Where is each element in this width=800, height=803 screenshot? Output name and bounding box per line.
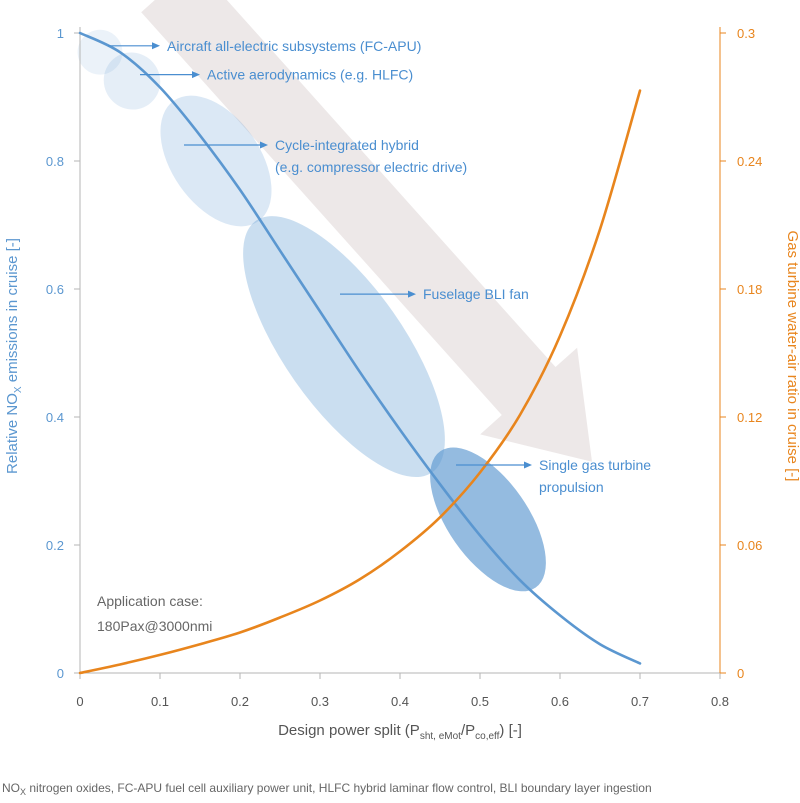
x-axis-label-main: Design power split (P bbox=[278, 722, 420, 739]
region-label-2-1: (e.g. compressor electric drive) bbox=[275, 159, 467, 175]
trend-arrow bbox=[141, 0, 592, 462]
y-left-tick-label-3: 0.6 bbox=[46, 282, 64, 297]
x-tick-label-0: 0 bbox=[76, 694, 83, 709]
trend-arrow-layer bbox=[141, 0, 592, 462]
footnote: NOX nitrogen oxides, FC-APU fuel cell au… bbox=[2, 781, 652, 797]
y-right-tick-label-3: 0.18 bbox=[737, 282, 762, 297]
x-tick-label-5: 0.5 bbox=[471, 694, 489, 709]
x-axis-label: Design power split (Psht, eMot/Pco,eff) … bbox=[278, 722, 522, 742]
region-label-4-1: propulsion bbox=[539, 479, 604, 495]
y-axis-left-label-end: emissions in cruise [-] bbox=[4, 238, 21, 386]
annotations-layer: Aircraft all-electric subsystems (FC-APU… bbox=[97, 38, 651, 634]
x-tick-label-3: 0.3 bbox=[311, 694, 329, 709]
x-axis-label-sub1: sht, eMot bbox=[420, 731, 461, 742]
x-axis-label-sub2: co,eff bbox=[475, 731, 499, 742]
x-tick-label-4: 0.4 bbox=[391, 694, 409, 709]
region-arrow-head-4 bbox=[524, 461, 532, 469]
x-tick-label-6: 0.6 bbox=[551, 694, 569, 709]
y-left-tick-label-2: 0.4 bbox=[46, 410, 64, 425]
region-label-2-0: Cycle-integrated hybrid bbox=[275, 137, 419, 153]
y-axis-left-label: Relative NOX emissions in cruise [-] bbox=[4, 238, 24, 474]
region-label-4-0: Single gas turbine bbox=[539, 457, 651, 473]
y-axis-left-label-sub: X bbox=[13, 386, 24, 393]
region-arrow-head-2 bbox=[260, 141, 268, 149]
y-right-tick-label-0: 0 bbox=[737, 666, 744, 681]
axes-layer: 0 0.1 0.2 0.3 0.4 0.5 0.6 0.7 0.8 0 0.2 0.4 0.6 0.8 1 0… bbox=[46, 26, 762, 709]
y-axis-left-label-main: Relative NO bbox=[4, 393, 21, 474]
case-annotation-0: Application case: bbox=[97, 593, 203, 609]
footnote-part-1: X bbox=[20, 787, 26, 797]
region-label-3-0: Fuselage BLI fan bbox=[423, 286, 529, 302]
y-right-tick-label-4: 0.24 bbox=[737, 154, 762, 169]
series-line-0 bbox=[78, 31, 642, 665]
region-ellipse-0 bbox=[77, 29, 123, 75]
region-arrow-head-1 bbox=[192, 71, 200, 79]
footnote-part-2: nitrogen oxides, FC-APU fuel cell auxili… bbox=[26, 781, 652, 795]
y-right-tick-label-1: 0.06 bbox=[737, 538, 762, 553]
x-axis-label-mid: /P bbox=[461, 722, 475, 739]
y-left-tick-label-1: 0.2 bbox=[46, 538, 64, 553]
x-axis-label-end: ) [-] bbox=[499, 722, 522, 739]
y-left-tick-label-0: 0 bbox=[57, 666, 64, 681]
region-ellipse-4 bbox=[430, 447, 546, 592]
y-right-tick-label-2: 0.12 bbox=[737, 410, 762, 425]
y-right-tick-label-5: 0.3 bbox=[737, 26, 755, 41]
case-annotation-1: 180Pax@3000nmi bbox=[97, 618, 212, 634]
footnote-part-0: NO bbox=[2, 781, 20, 795]
region-arrow-head-0 bbox=[152, 42, 160, 50]
x-tick-label-8: 0.8 bbox=[711, 694, 729, 709]
x-tick-label-2: 0.2 bbox=[231, 694, 249, 709]
y-axis-right-label: Gas turbine water-air ratio in cruise [-… bbox=[784, 231, 800, 482]
y-left-tick-label-4: 0.8 bbox=[46, 154, 64, 169]
series-layer bbox=[78, 31, 642, 675]
x-tick-label-1: 0.1 bbox=[151, 694, 169, 709]
region-arrow-head-3 bbox=[408, 290, 416, 298]
region-label-0-0: Aircraft all-electric subsystems (FC-APU… bbox=[167, 38, 421, 54]
region-label-1-0: Active aerodynamics (e.g. HLFC) bbox=[207, 67, 413, 83]
x-tick-label-7: 0.7 bbox=[631, 694, 649, 709]
y-left-tick-label-5: 1 bbox=[57, 26, 64, 41]
series-line-1 bbox=[78, 89, 642, 675]
region-ellipse-1 bbox=[103, 52, 161, 110]
